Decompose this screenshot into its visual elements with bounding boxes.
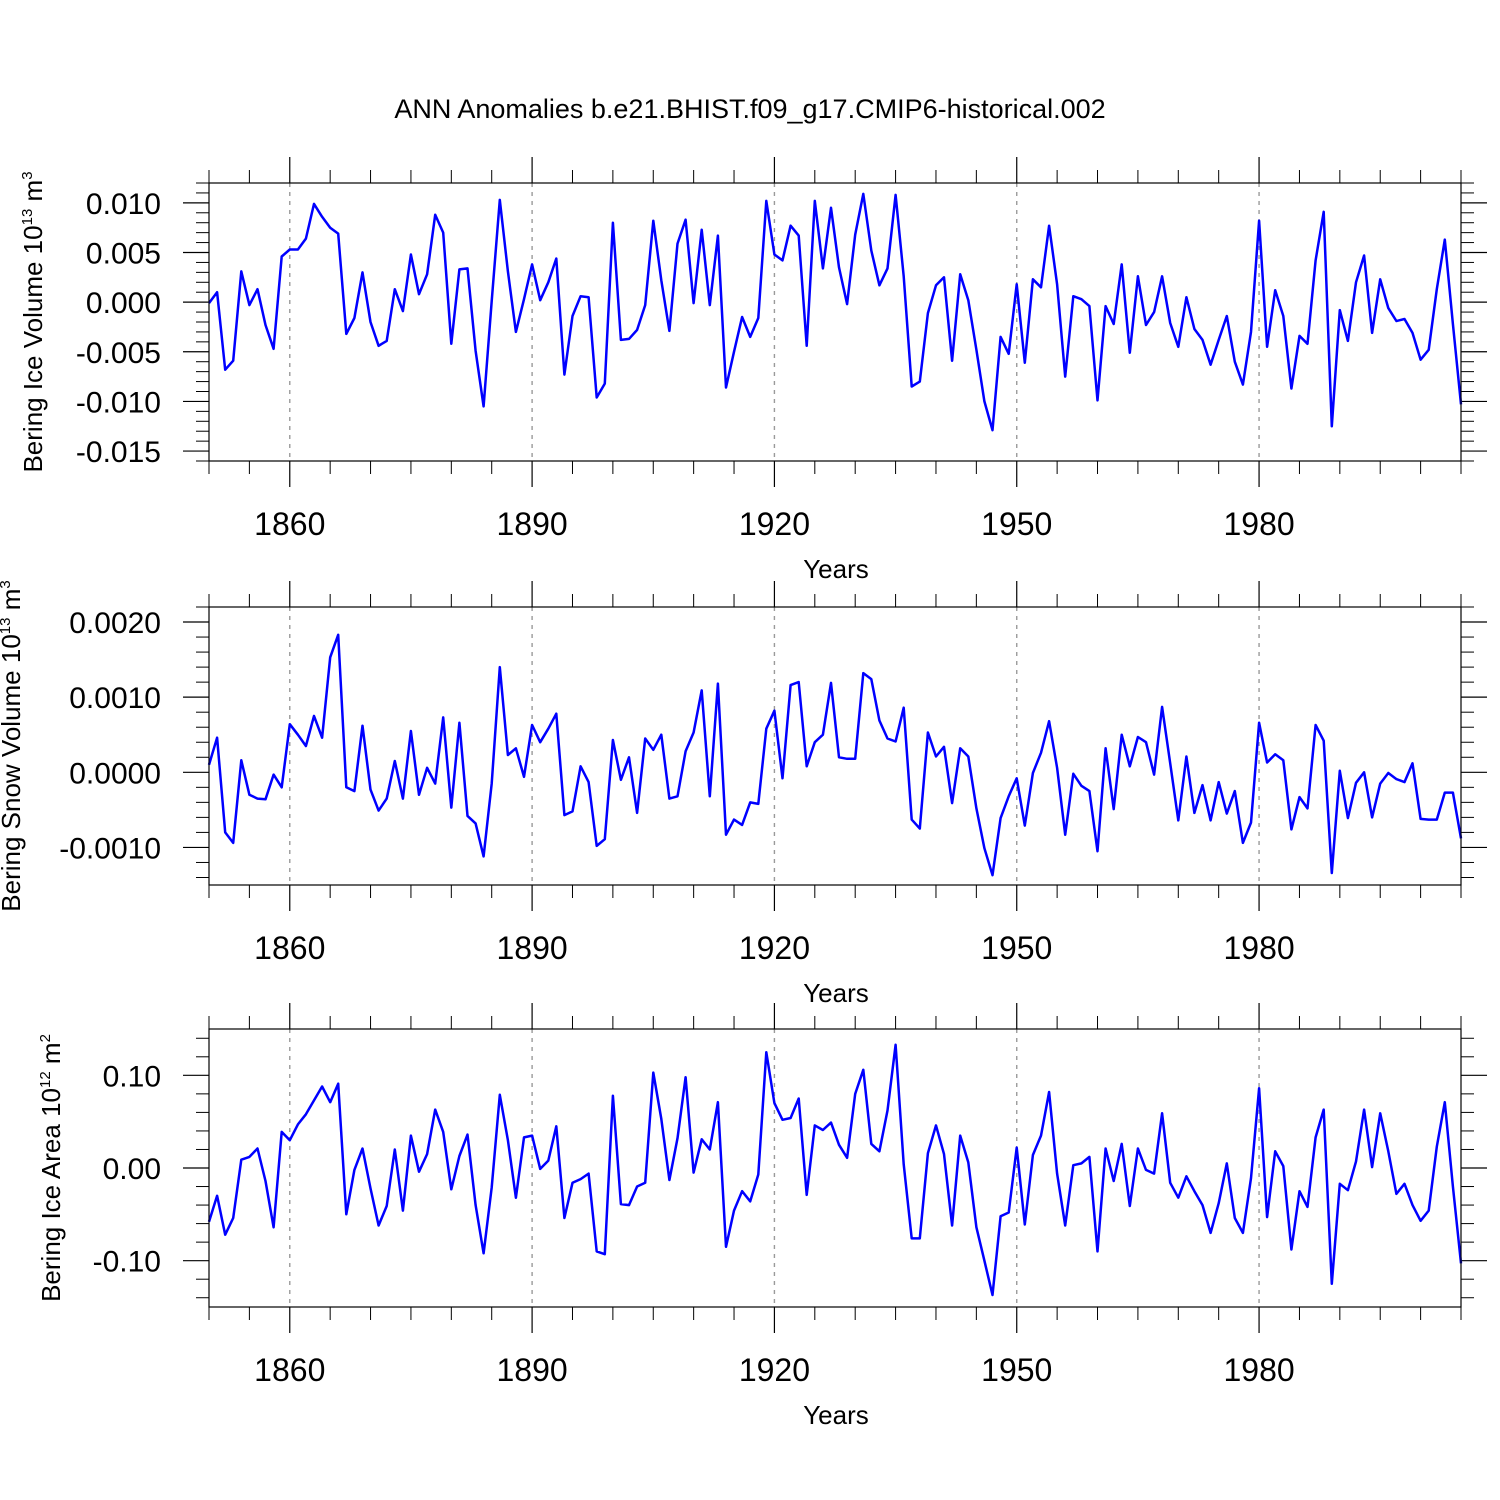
- y-tick-label: 0.00: [103, 1153, 161, 1186]
- x-tick-label: 1920: [739, 506, 810, 542]
- panel-snow-volume: -0.0010 0.0000 0.0010 0.0020 1860 1890 1920 19…: [0, 580, 1487, 1008]
- panel-snow-volume-grid: [289, 607, 1260, 885]
- x-tick-label: 1980: [1223, 930, 1294, 966]
- x-tick-label: 1920: [739, 1352, 810, 1388]
- y-tick-label: 0.0020: [69, 607, 161, 640]
- series-line-ice-area: [207, 1043, 1463, 1297]
- panel-snow-volume-xtick-labels: 1860 1890 1920 1950 1980: [254, 930, 1294, 966]
- y-tick-label: 0.10: [103, 1060, 161, 1093]
- panel-ice-area-ytick-labels: -0.10 0.00 0.10: [93, 1060, 161, 1278]
- series-line-snow-volume: [207, 633, 1463, 877]
- y-tick-label: 0.000: [86, 287, 161, 320]
- y-tick-label: 0.0000: [69, 757, 161, 790]
- panel-ice-volume-ticks: [183, 157, 1487, 487]
- panel-ice-area-xtick-labels: 1860 1890 1920 1950 1980: [254, 1352, 1294, 1388]
- panel-ice-volume-grid: [289, 183, 1260, 461]
- panel-snow-volume-ylabel: Bering Snow Volume 1013 m3: [0, 580, 26, 911]
- y-tick-label: -0.005: [76, 337, 161, 370]
- y-tick-label: -0.010: [76, 386, 161, 419]
- x-tick-label: 1920: [739, 930, 810, 966]
- panel-ice-volume-frame: [208, 182, 1462, 462]
- x-tick-label: 1950: [981, 930, 1052, 966]
- series-line-ice-volume: [207, 192, 1463, 432]
- panel-ice-area-ticks: [183, 1003, 1487, 1333]
- y-tick-label: 0.010: [86, 188, 161, 221]
- panel-ice-area-grid: [289, 1029, 1260, 1307]
- panel-snow-volume-ytick-labels: -0.0010 0.0000 0.0010 0.0020: [59, 607, 161, 865]
- y-tick-label: -0.10: [93, 1246, 161, 1279]
- x-tick-label: 1980: [1223, 506, 1294, 542]
- figure-title: ANN Anomalies b.e21.BHIST.f09_g17.CMIP6-…: [394, 94, 1105, 124]
- panel-ice-volume-xlabel: Years: [803, 554, 869, 584]
- y-tick-label: -0.015: [76, 436, 161, 469]
- panel-ice-volume-xtick-labels: 1860 1890 1920 1950 1980: [254, 506, 1294, 542]
- x-tick-label: 1860: [254, 506, 325, 542]
- x-tick-label: 1860: [254, 1352, 325, 1388]
- x-tick-label: 1860: [254, 930, 325, 966]
- panel-ice-area-frame: [208, 1028, 1462, 1308]
- x-tick-label: 1950: [981, 506, 1052, 542]
- panel-snow-volume-ticks: [183, 581, 1487, 911]
- x-tick-label: 1950: [981, 1352, 1052, 1388]
- panel-snow-volume-xlabel: Years: [803, 978, 869, 1008]
- panel-ice-volume-ytick-labels: -0.015 -0.010 -0.005 0.000 0.005 0.010: [76, 188, 161, 469]
- y-tick-label: -0.0010: [59, 832, 161, 865]
- x-tick-label: 1890: [497, 1352, 568, 1388]
- y-tick-label: 0.0010: [69, 682, 161, 715]
- panel-ice-area-xlabel: Years: [803, 1400, 869, 1430]
- panel-ice-area-ylabel: Bering Ice Area 1012 m2: [36, 1034, 66, 1302]
- x-tick-label: 1890: [497, 930, 568, 966]
- x-tick-label: 1980: [1223, 1352, 1294, 1388]
- panel-ice-area: -0.10 0.00 0.10 1860 1890 1920 1950 1980 Years…: [36, 1003, 1487, 1430]
- panel-ice-volume-ylabel: Bering Ice Volume 1013 m3: [18, 171, 48, 472]
- x-tick-label: 1890: [497, 506, 568, 542]
- y-tick-label: 0.005: [86, 238, 161, 271]
- panel-snow-volume-frame: [208, 606, 1462, 886]
